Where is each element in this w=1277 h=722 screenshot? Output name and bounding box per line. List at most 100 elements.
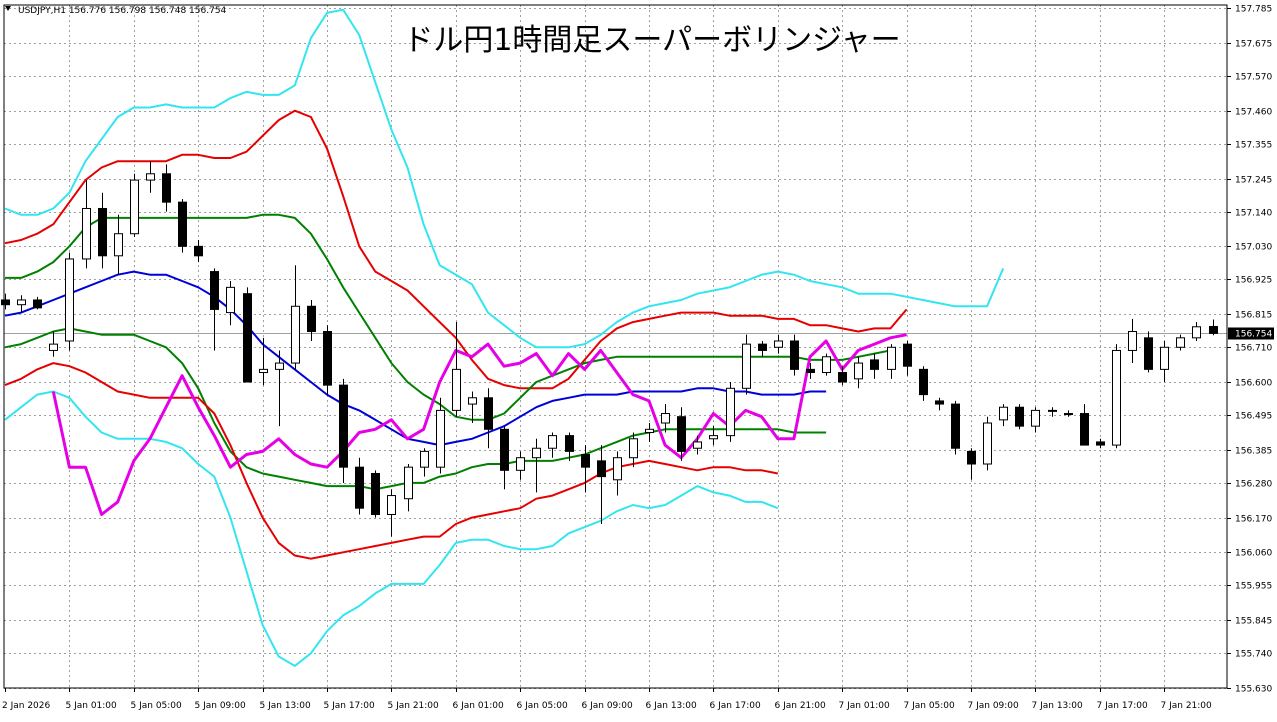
- candle: [500, 426, 509, 490]
- candle: [275, 350, 284, 427]
- candle: [1031, 407, 1040, 433]
- candle-body: [1031, 409, 1040, 427]
- x-tick-label: 6 Jan 17:00: [710, 701, 762, 711]
- candle-body: [404, 466, 413, 500]
- y-tick-label: 156.710: [1235, 344, 1272, 354]
- candle-body: [822, 356, 831, 374]
- candle: [1048, 407, 1057, 417]
- series-line: [51, 333, 907, 516]
- candle-body: [1112, 349, 1121, 446]
- candle: [903, 340, 912, 376]
- candle: [1176, 334, 1185, 351]
- candle: [114, 214, 123, 275]
- candle: [709, 426, 718, 446]
- candle-body: [774, 340, 783, 348]
- candle-body: [484, 397, 493, 430]
- candle: [1, 293, 10, 310]
- candle-body: [468, 397, 477, 405]
- x-tick-label: 5 Jan 09:00: [195, 701, 247, 711]
- candle: [387, 489, 396, 537]
- dropdown-triangle-icon: [5, 6, 11, 11]
- candle-body: [1160, 346, 1169, 370]
- candle: [194, 240, 203, 263]
- x-tick-label: 6 Jan 21:00: [775, 701, 827, 711]
- candle: [243, 287, 252, 383]
- candle: [484, 388, 493, 449]
- candle-body: [1048, 409, 1057, 412]
- candle-body: [371, 472, 380, 515]
- candle-body: [307, 305, 316, 333]
- y-tick-label: 155.740: [1235, 650, 1272, 660]
- chart-title: ドル円1時間足スーパーボリンジャー: [403, 23, 900, 58]
- y-tick-label: 156.600: [1235, 379, 1272, 389]
- axes: 157.785 157.675 157.570 157.460 157.355 157.2…: [2, 4, 1274, 711]
- candle-body: [661, 413, 670, 424]
- candle-body: [275, 362, 284, 370]
- y-tick-label: 157.675: [1235, 40, 1272, 50]
- candle-body: [98, 207, 107, 257]
- candle-body: [903, 343, 912, 367]
- candle-body: [645, 428, 654, 433]
- candle-body: [194, 245, 203, 257]
- x-tick-label: 7 Jan 13:00: [1032, 701, 1084, 711]
- candle-body: [1064, 413, 1073, 416]
- candle-body: [532, 447, 541, 459]
- x-tick-label: 6 Jan 05:00: [517, 701, 569, 711]
- candle: [516, 451, 525, 480]
- candle: [1192, 322, 1201, 341]
- candle-body: [114, 233, 123, 257]
- candle-body: [1128, 331, 1137, 351]
- candle: [339, 378, 348, 483]
- candle-body: [935, 400, 944, 405]
- candle-body: [226, 286, 235, 314]
- y-tick-label: 156.495: [1235, 412, 1272, 422]
- candle-body: [323, 331, 332, 386]
- x-tick-label: 6 Jan 13:00: [646, 701, 698, 711]
- candle-body: [581, 454, 590, 468]
- candle-body: [146, 173, 155, 181]
- candle: [742, 334, 751, 395]
- candle: [870, 353, 879, 379]
- candle: [726, 381, 735, 442]
- candle-body: [597, 460, 606, 478]
- series-line: [4, 270, 827, 447]
- candle-body: [178, 201, 187, 247]
- candle-body: [726, 387, 735, 437]
- price-tag: [1228, 327, 1274, 340]
- candle: [1064, 410, 1073, 417]
- candle: [162, 164, 171, 212]
- candle: [645, 423, 654, 442]
- candle-body: [854, 362, 863, 380]
- candle-body: [919, 368, 928, 396]
- candle: [323, 325, 332, 395]
- candle-body: [887, 346, 896, 370]
- candle-body: [82, 207, 91, 260]
- candle: [404, 464, 413, 512]
- candle-body: [452, 368, 461, 411]
- candles: [1, 161, 1218, 537]
- candle: [1144, 331, 1153, 373]
- candle: [854, 356, 863, 389]
- y-tick-label: 157.460: [1235, 108, 1272, 118]
- y-tick-label: 157.140: [1235, 209, 1272, 219]
- candle: [468, 391, 477, 424]
- y-tick-label: 155.845: [1235, 617, 1272, 627]
- candle: [436, 397, 445, 474]
- symbol-info: USDJPY,H1 156.776 156.798 156.748 156.75…: [18, 6, 227, 16]
- candle: [999, 404, 1008, 427]
- candle: [371, 470, 380, 518]
- candle: [291, 265, 300, 370]
- candle-body: [65, 258, 74, 342]
- candle-body: [983, 422, 992, 465]
- candle-body: [387, 495, 396, 515]
- candle: [1209, 319, 1218, 336]
- candle-body: [516, 457, 525, 471]
- candle: [49, 331, 58, 357]
- x-tick-label: 6 Jan 09:00: [582, 701, 634, 711]
- price-tag-label: 156.754: [1235, 330, 1272, 340]
- candle: [790, 334, 799, 376]
- candle: [565, 432, 574, 461]
- y-tick-label: 156.170: [1235, 515, 1272, 525]
- candle-body: [1176, 337, 1185, 348]
